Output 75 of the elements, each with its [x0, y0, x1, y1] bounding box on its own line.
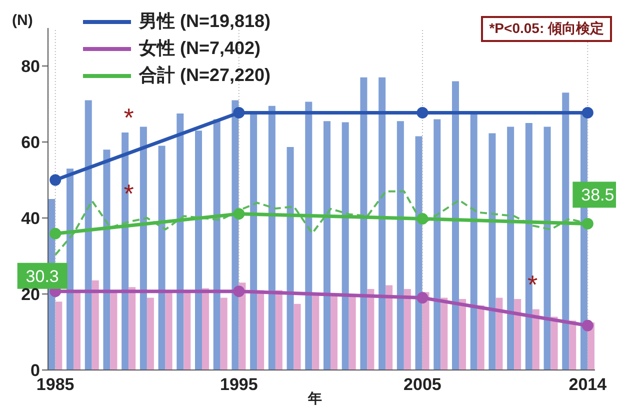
bar — [220, 298, 228, 370]
legend-label: 女性 (N=7,402) — [139, 37, 261, 60]
bar — [514, 298, 522, 370]
x-tick-label: 1995 — [220, 375, 258, 394]
bar — [103, 150, 110, 370]
point — [416, 292, 428, 304]
point — [582, 218, 594, 230]
bar — [324, 121, 330, 370]
point — [582, 320, 594, 332]
bar — [378, 77, 386, 370]
bar — [569, 320, 576, 370]
bar — [158, 146, 166, 370]
point — [416, 213, 428, 225]
annotation: 38.5 — [581, 186, 614, 205]
bar — [330, 294, 338, 370]
point — [233, 286, 245, 298]
bar — [415, 136, 422, 370]
bar — [396, 121, 404, 370]
annotation: 30.3 — [26, 266, 59, 286]
x-tick-label: 1985 — [36, 375, 74, 394]
point — [233, 106, 245, 118]
x-tick-label: 2014 — [568, 375, 608, 394]
bar — [458, 298, 466, 370]
bar — [496, 298, 503, 370]
bar — [195, 130, 202, 370]
bar — [342, 122, 349, 370]
bar — [550, 316, 558, 370]
bar — [477, 305, 484, 370]
bar — [488, 133, 496, 370]
bar — [470, 114, 478, 370]
point — [233, 208, 245, 220]
bar — [312, 294, 320, 370]
bar — [367, 289, 374, 370]
bar — [257, 290, 264, 370]
bar — [544, 126, 551, 370]
legend-label: 合計 (N=27,220) — [139, 64, 271, 87]
bar — [84, 100, 92, 370]
bar — [532, 309, 540, 370]
annotation: * — [124, 178, 134, 208]
bar — [140, 126, 147, 370]
point — [416, 106, 428, 118]
point — [50, 228, 62, 240]
bar — [275, 290, 282, 370]
y-axis-title: (N) — [12, 12, 33, 29]
bar — [360, 77, 368, 370]
bar — [146, 298, 154, 370]
y-tick-label: 40 — [21, 209, 40, 228]
bar — [305, 102, 312, 370]
bar — [176, 114, 184, 370]
bar — [92, 280, 99, 370]
annotation: * — [124, 102, 134, 132]
point — [582, 106, 594, 118]
bar — [128, 287, 136, 370]
bar — [213, 119, 220, 370]
bar — [404, 289, 411, 370]
bar — [286, 146, 294, 370]
bar — [386, 285, 393, 370]
bar — [202, 288, 210, 370]
y-tick-label: 60 — [21, 133, 40, 152]
y-tick-label: 20 — [21, 285, 40, 304]
bar — [507, 126, 514, 370]
bar — [440, 298, 448, 370]
bar — [294, 304, 301, 370]
x-tick-label: 2005 — [404, 375, 442, 394]
y-tick-label: 80 — [21, 57, 40, 76]
annotation: *P<0.05: 傾向検定 — [481, 16, 612, 42]
bar — [562, 92, 570, 370]
bar — [55, 302, 62, 370]
point — [50, 174, 62, 186]
bar — [452, 81, 459, 370]
legend-label: 男性 (N=19,818) — [139, 10, 271, 33]
x-axis-title: 年 — [308, 390, 322, 408]
bar — [268, 106, 276, 370]
bar — [434, 119, 441, 370]
bar — [66, 168, 74, 370]
